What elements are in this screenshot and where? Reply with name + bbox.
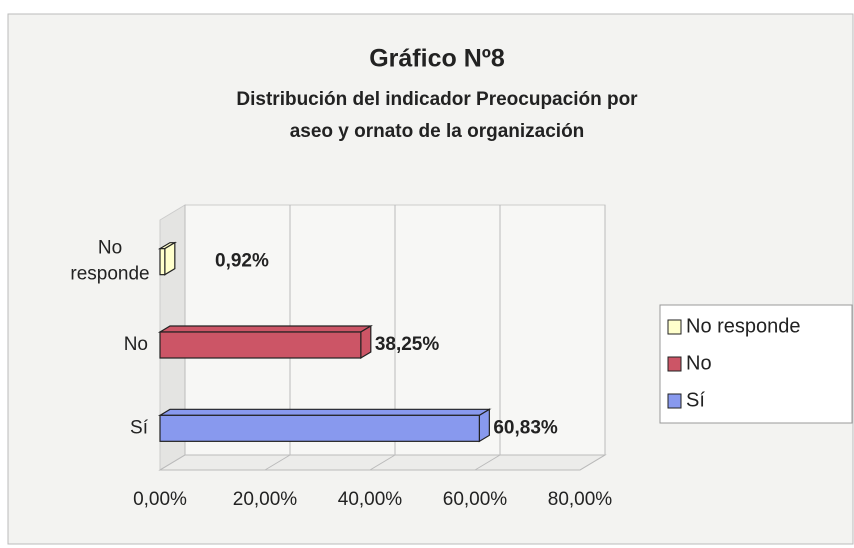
chart-subtitle: Distribución del indicador Preocupación … <box>236 89 638 142</box>
legend-label: No responde <box>686 315 801 337</box>
x-tick-label: 0,00% <box>133 489 187 510</box>
bar-end <box>164 241 176 276</box>
bar-front <box>159 414 480 442</box>
legend-swatch <box>667 319 682 335</box>
bar <box>157 241 177 276</box>
data-label: 38,25% <box>375 334 440 355</box>
y-tick-label: Sí <box>130 417 149 438</box>
tick-mark <box>579 454 606 471</box>
bar-top <box>157 325 373 333</box>
x-tick-label: 20,00% <box>233 489 298 510</box>
chart-title: Gráfico Nº8 <box>369 45 505 73</box>
legend-swatch <box>667 393 682 409</box>
legend-label: Sí <box>686 389 705 411</box>
tick-mark <box>159 454 186 471</box>
tick-mark <box>369 454 396 471</box>
bar-end <box>360 324 372 360</box>
y-tick-label: No responde <box>70 238 149 285</box>
bar <box>157 324 373 360</box>
bar-front <box>159 248 166 276</box>
legend-swatch <box>667 356 682 372</box>
legend-box <box>659 304 853 424</box>
bar-end <box>478 408 490 443</box>
bar-front <box>159 331 362 359</box>
x-tick-label: 80,00% <box>548 489 613 510</box>
x-tick-label: 40,00% <box>338 489 403 510</box>
bar-top <box>157 408 492 416</box>
tick-mark <box>474 454 501 471</box>
data-label: 60,83% <box>493 417 558 438</box>
bar <box>157 408 492 443</box>
x-tick-label: 60,00% <box>443 489 508 510</box>
tick-mark <box>264 454 291 471</box>
data-label: 0,92% <box>215 251 269 272</box>
legend-label: No <box>686 352 712 374</box>
y-tick-label: No <box>124 334 148 355</box>
